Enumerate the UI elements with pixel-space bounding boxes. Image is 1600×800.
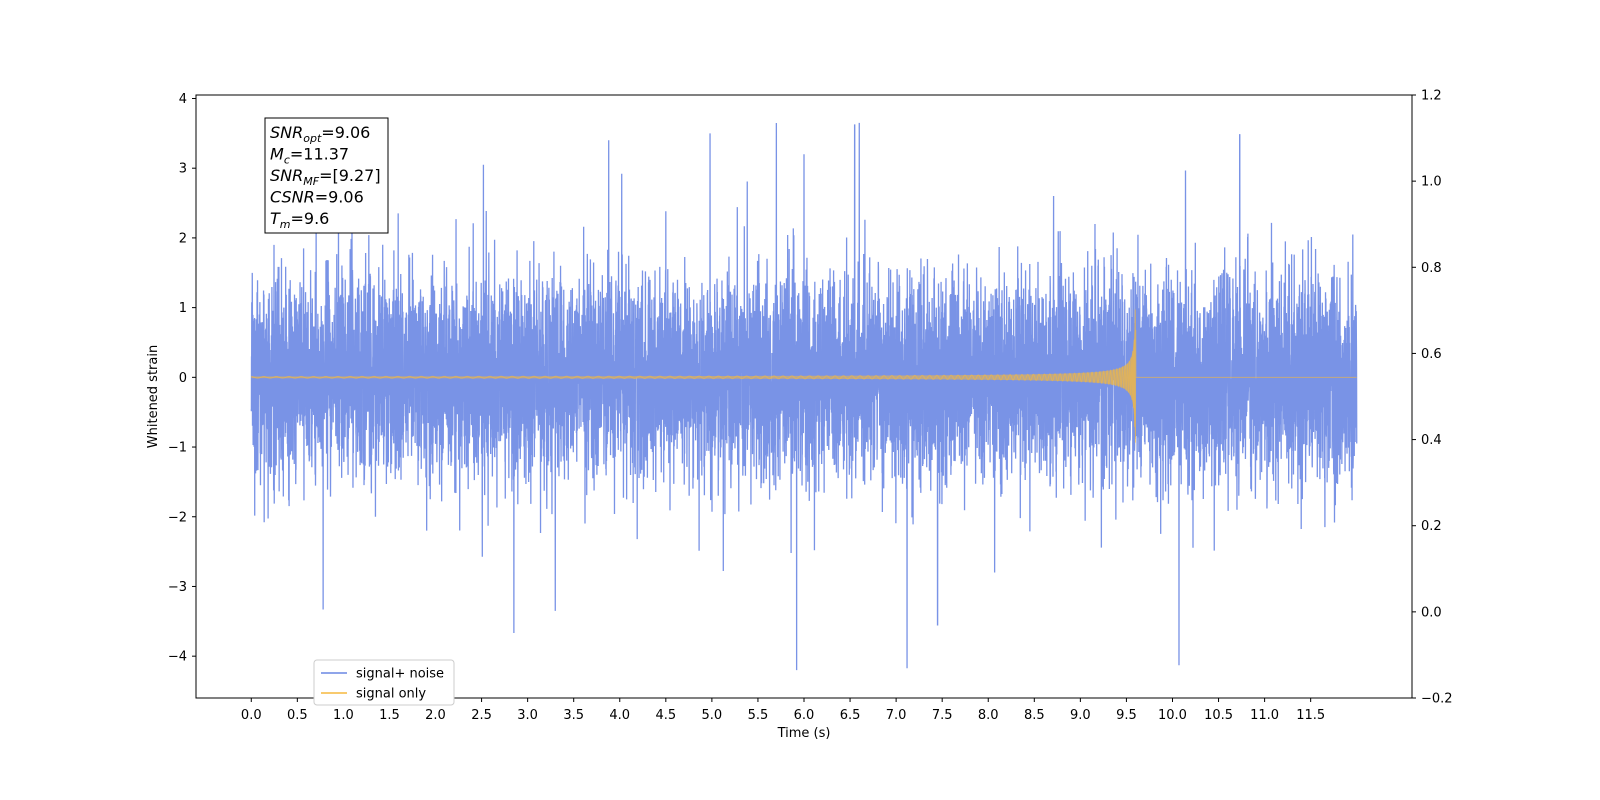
annotation-box: SNRopt=9.06Mc=11.37SNRMF=[9.27]CSNR=9.06… [264,117,389,234]
secondary-y-axis-ticks: −0.2 0.0 0.2 0.4 0.6 0.8 1.0 1.2 [1412,89,1453,707]
x-tick-label: 0.5 [287,708,308,723]
annotation-frame [264,117,389,234]
annotation-line: Mc=11.37 [270,145,349,167]
legend-label: signal only [356,687,426,702]
y-tick-label: 1 [179,301,187,316]
annotation-line: SNRopt=9.06 [270,123,370,145]
y2-tick-label: 1.2 [1421,89,1442,104]
x-tick-label: 7.0 [886,708,907,723]
legend-frame [313,659,455,706]
y-axis-ticks: −4 −3 −2 −1 0 1 2 3 4 [168,92,196,665]
x-tick-label: 2.5 [471,708,492,723]
y2-tick-label: 0.4 [1421,433,1442,448]
x-tick-label: 4.0 [609,708,630,723]
x-tick-label: 6.5 [840,708,861,723]
y2-tick-label: 0.8 [1421,261,1442,276]
y2-tick-label: 0.0 [1421,605,1442,620]
y-tick-label: 0 [179,371,187,386]
y-tick-label: −3 [168,580,187,595]
x-tick-label: 6.0 [794,708,815,723]
legend-label: signal+ noise [356,667,444,682]
x-tick-label: 5.0 [702,708,723,723]
legend: signal+ noise signal only [313,659,455,706]
annotation-line: SNRMF=[9.27] [270,166,381,188]
x-tick-label: 11.0 [1250,708,1279,723]
y2-tick-label: 0.6 [1421,347,1442,362]
x-tick-label: 2.0 [425,708,446,723]
y-tick-label: 3 [179,162,187,177]
series-line-signal-plus-noise [250,122,1358,671]
x-tick-label: 10.5 [1204,708,1233,723]
y-tick-label: −2 [168,510,187,525]
x-axis-label: Time (s) [777,726,831,741]
x-tick-label: 5.5 [748,708,769,723]
x-tick-label: 11.5 [1296,708,1325,723]
y2-tick-label: 1.0 [1421,175,1442,190]
plot-data-layer [250,122,1358,671]
x-tick-label: 9.5 [1116,708,1137,723]
x-tick-label: 8.0 [978,708,999,723]
series-line-signal-only [251,309,1357,443]
y-axis-label: Whitened strain [146,345,161,448]
x-tick-label: 3.5 [563,708,584,723]
y-tick-label: 4 [179,92,187,107]
annotation-line: CSNR=9.06 [270,188,364,207]
y-tick-label: 2 [179,231,187,246]
y-tick-label: −1 [168,441,187,456]
x-tick-label: 4.5 [655,708,676,723]
x-axis-ticks: 0.0 0.5 1.0 1.5 2.0 2.5 3.0 3.5 4.0 4.5 5.0 5.5 6.0 6… [241,698,1325,723]
x-tick-label: 9.0 [1070,708,1091,723]
y2-tick-label: 0.2 [1421,519,1442,534]
x-tick-label: 10.0 [1158,708,1187,723]
x-tick-label: 3.0 [517,708,538,723]
x-tick-label: 1.5 [379,708,400,723]
y2-tick-label: −0.2 [1421,692,1453,707]
annotation-line: Tm=9.6 [270,209,329,231]
x-tick-label: 8.5 [1024,708,1045,723]
y-tick-label: −4 [168,650,187,665]
x-tick-label: 7.5 [932,708,953,723]
x-tick-label: 1.0 [333,708,354,723]
x-tick-label: 0.0 [241,708,262,723]
signal-envelope [251,304,1136,451]
